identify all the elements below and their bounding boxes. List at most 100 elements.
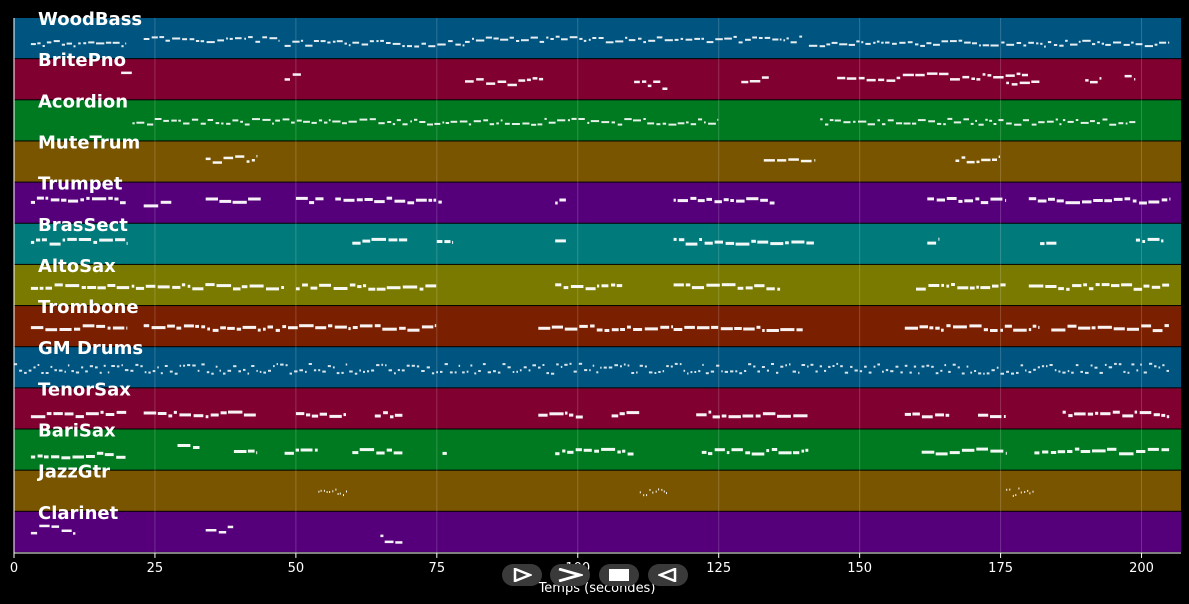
- note-mark: [966, 365, 969, 368]
- note-mark: [282, 325, 287, 329]
- note-mark: [335, 197, 341, 201]
- note-mark: [207, 119, 214, 121]
- note-mark: [216, 284, 232, 288]
- note-mark: [1080, 370, 1083, 373]
- note-mark: [921, 415, 933, 419]
- note-mark: [528, 369, 531, 372]
- note-mark: [1046, 241, 1057, 245]
- note-mark: [1047, 41, 1052, 44]
- note-mark: [946, 197, 957, 200]
- note-mark: [251, 365, 255, 367]
- note-mark: [343, 413, 346, 417]
- note-mark: [745, 38, 751, 41]
- note-mark: [299, 324, 314, 328]
- note-mark: [111, 365, 115, 367]
- fast-forward-button[interactable]: [550, 564, 590, 586]
- note-mark: [322, 370, 326, 373]
- note-mark: [177, 444, 191, 447]
- note-mark: [1022, 119, 1029, 122]
- note-mark: [442, 451, 447, 455]
- note-mark: [157, 285, 170, 289]
- note-mark: [220, 326, 226, 330]
- note-mark: [935, 326, 940, 330]
- note-mark: [673, 328, 683, 331]
- note-mark: [882, 370, 884, 373]
- note-mark: [721, 370, 723, 373]
- note-mark: [100, 410, 104, 414]
- note-mark: [497, 80, 507, 83]
- note-mark: [1088, 287, 1094, 291]
- note-mark: [227, 326, 235, 330]
- note-mark: [1056, 199, 1064, 203]
- note-mark: [921, 365, 925, 368]
- note-mark: [636, 371, 638, 374]
- note-mark: [67, 364, 70, 367]
- note-mark: [179, 364, 182, 367]
- note-mark: [148, 371, 151, 374]
- note-mark: [929, 326, 934, 330]
- note-mark: [300, 448, 313, 452]
- note-mark: [387, 121, 392, 123]
- note-mark: [1020, 364, 1024, 367]
- note-mark: [826, 43, 831, 46]
- note-mark: [717, 118, 719, 121]
- note-mark: [195, 324, 199, 328]
- note-mark: [53, 40, 60, 43]
- note-mark: [30, 326, 44, 330]
- note-mark: [1082, 39, 1091, 42]
- note-mark: [987, 74, 992, 77]
- note-mark: [61, 529, 72, 532]
- x-tick-label: 25: [147, 561, 164, 576]
- note-mark: [187, 284, 191, 288]
- note-mark: [1108, 366, 1113, 369]
- note-mark: [1099, 371, 1103, 374]
- note-mark: [200, 40, 205, 43]
- note-mark: [116, 365, 120, 368]
- note-mark: [694, 371, 697, 373]
- note-mark: [1158, 366, 1161, 369]
- note-mark: [434, 122, 441, 125]
- stop-button[interactable]: [599, 564, 639, 586]
- note-mark: [751, 452, 765, 456]
- note-mark: [611, 414, 619, 418]
- note-mark: [336, 372, 340, 375]
- note-mark: [455, 43, 461, 46]
- note-mark: [1147, 237, 1160, 241]
- note-mark: [643, 494, 645, 497]
- note-mark: [560, 365, 563, 368]
- note-mark: [626, 411, 640, 415]
- note-mark: [704, 121, 706, 124]
- note-mark: [1057, 450, 1066, 454]
- note-mark: [777, 159, 787, 162]
- note-mark: [361, 43, 369, 46]
- note-mark: [836, 362, 839, 365]
- track-label: Clarinet: [38, 503, 119, 524]
- note-mark: [1104, 199, 1112, 203]
- note-mark: [164, 365, 168, 367]
- note-mark: [71, 370, 74, 373]
- note-mark: [191, 118, 199, 121]
- note-mark: [569, 362, 572, 365]
- note-mark: [169, 370, 173, 373]
- note-mark: [126, 326, 128, 330]
- note-mark: [378, 122, 385, 125]
- rewind-button[interactable]: [648, 564, 688, 586]
- note-mark: [319, 283, 331, 287]
- note-mark: [839, 43, 848, 46]
- note-mark: [634, 80, 640, 84]
- note-mark: [215, 122, 220, 125]
- note-mark: [1028, 284, 1044, 288]
- note-mark: [376, 364, 380, 367]
- note-mark: [1016, 42, 1022, 44]
- note-mark: [990, 449, 1004, 453]
- note-mark: [281, 286, 284, 289]
- track-lane: [14, 306, 1181, 347]
- note-mark: [228, 410, 243, 414]
- note-mark: [992, 284, 999, 288]
- note-mark: [947, 117, 953, 120]
- note-mark: [1028, 371, 1032, 374]
- play-button[interactable]: [502, 564, 542, 586]
- note-mark: [1092, 43, 1096, 46]
- note-mark: [89, 365, 93, 368]
- note-mark: [315, 326, 327, 330]
